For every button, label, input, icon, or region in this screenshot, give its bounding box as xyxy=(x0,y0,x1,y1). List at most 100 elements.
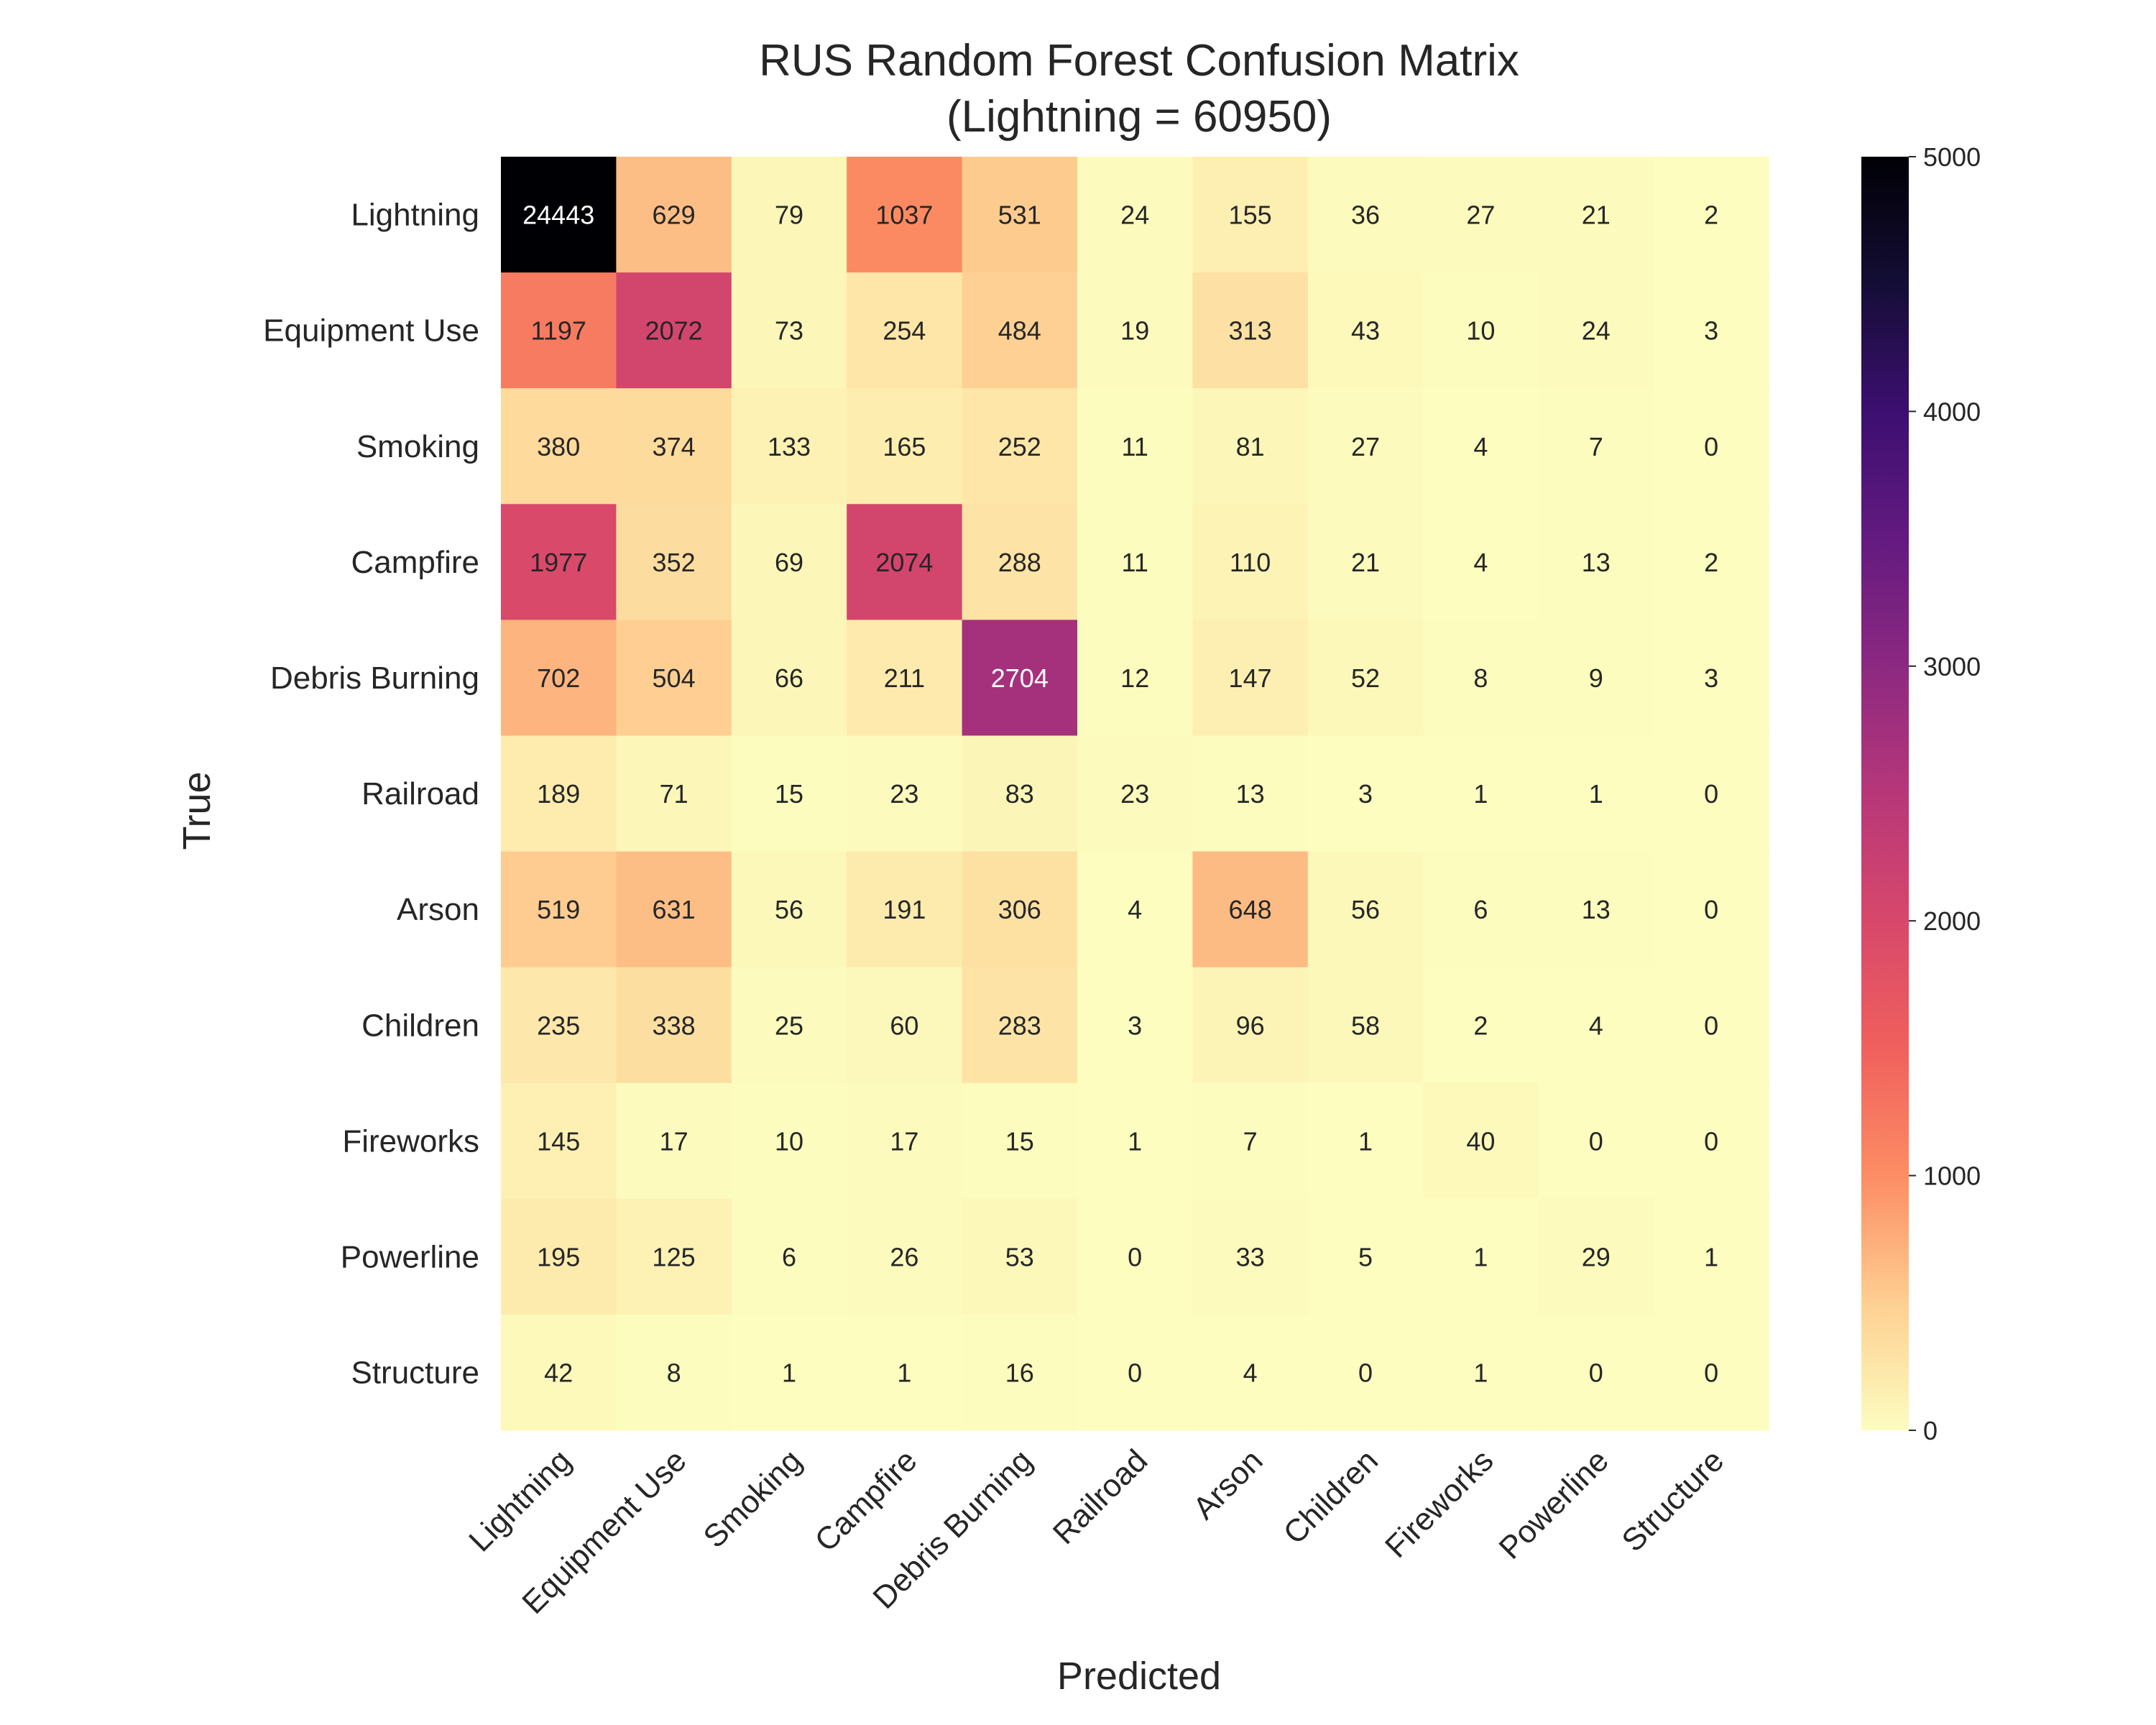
heatmap-cell xyxy=(847,1082,963,1200)
x-tick-label: Railroad xyxy=(1046,1443,1155,1552)
cell-value-label: 254 xyxy=(883,316,926,346)
cell-value-label: 338 xyxy=(653,1011,696,1040)
heatmap-cell xyxy=(847,967,963,1084)
heatmap-cell xyxy=(1307,1198,1424,1315)
cell-value-label: 648 xyxy=(1229,895,1272,924)
colorbar-tick-label: 1000 xyxy=(1923,1162,1981,1191)
cell-value-label: 53 xyxy=(1005,1242,1034,1271)
cell-value-label: 96 xyxy=(1236,1011,1265,1040)
cell-value-label: 19 xyxy=(1120,316,1149,346)
heatmap-cell xyxy=(501,388,617,505)
cell-value-label: 3 xyxy=(1358,779,1373,809)
cell-value-label: 24443 xyxy=(522,201,594,230)
cell-value-label: 15 xyxy=(775,779,803,809)
colorbar-tick-label: 4000 xyxy=(1923,397,1981,426)
cell-value-label: 0 xyxy=(1704,1126,1718,1156)
cell-value-label: 8 xyxy=(667,1358,681,1388)
cell-value-label: 10 xyxy=(775,1126,803,1156)
heatmap-cell xyxy=(1654,1198,1769,1315)
heatmap-cell xyxy=(962,735,1078,852)
heatmap-cell xyxy=(1192,735,1309,852)
heatmap-cell xyxy=(616,735,732,852)
cell-value-label: 2072 xyxy=(645,316,703,346)
heatmap-cell xyxy=(1307,1315,1424,1431)
x-tick-label: Powerline xyxy=(1493,1443,1616,1566)
cell-value-label: 42 xyxy=(544,1358,573,1388)
x-axis-label: Predicted xyxy=(1057,1655,1221,1698)
cell-value-label: 16 xyxy=(1005,1358,1034,1388)
colorbar-ticks: 0 1000 2000 3000 4000 5000 xyxy=(1909,142,1981,1445)
colorbar-tick-label: 3000 xyxy=(1923,652,1981,681)
cell-value-label: 306 xyxy=(998,895,1041,924)
cell-value-label: 2 xyxy=(1704,201,1718,230)
y-tick-label: Structure xyxy=(351,1356,479,1391)
heatmap-cell xyxy=(847,388,963,505)
cell-value-label: 3 xyxy=(1704,316,1718,346)
cell-value-label: 1 xyxy=(1589,779,1603,809)
heatmap-cell xyxy=(1307,388,1424,505)
x-tick-label: Arson xyxy=(1187,1443,1270,1527)
cell-value-label: 252 xyxy=(998,432,1041,461)
heatmap-cell xyxy=(731,1198,847,1315)
heatmap-cell xyxy=(1192,1198,1309,1315)
cell-value-label: 23 xyxy=(1120,779,1149,809)
cell-value-label: 374 xyxy=(653,432,696,461)
cell-value-label: 0 xyxy=(1704,895,1718,924)
y-tick-label: Arson xyxy=(397,892,479,927)
cell-value-label: 3 xyxy=(1128,1011,1142,1040)
heatmap-cell xyxy=(1307,272,1424,389)
heatmap-cell xyxy=(1538,388,1654,505)
heatmap-cell xyxy=(1077,157,1193,273)
cell-value-label: 6 xyxy=(1473,895,1488,924)
cell-value-label: 21 xyxy=(1351,548,1380,577)
heatmap-cell xyxy=(616,967,732,1084)
heatmap-cell xyxy=(1192,272,1309,389)
cell-value-label: 12 xyxy=(1120,663,1149,693)
heatmap-cell xyxy=(731,1315,847,1431)
heatmap-cell xyxy=(962,272,1078,389)
heatmap-cell xyxy=(847,851,963,968)
heatmap-cell xyxy=(616,851,732,968)
cell-value-label: 81 xyxy=(1236,432,1265,461)
heatmap-cell xyxy=(1654,851,1769,968)
heatmap-cell xyxy=(962,504,1078,620)
cell-value-label: 26 xyxy=(890,1242,918,1271)
heatmap-cell xyxy=(1077,851,1193,968)
y-tick-label: Debris Burning xyxy=(270,661,479,696)
heatmap-cell xyxy=(962,967,1078,1084)
y-tick-labels: Lightning Equipment Use Smoking Campfire Deb… xyxy=(263,198,479,1391)
heatmap-cell xyxy=(1192,620,1309,736)
cell-value-label: 195 xyxy=(537,1242,580,1271)
heatmap-cell xyxy=(1538,851,1654,968)
heatmap-cell xyxy=(1077,967,1193,1084)
cell-value-label: 23 xyxy=(890,779,918,809)
cell-value-label: 27 xyxy=(1351,432,1380,461)
cell-value-label: 313 xyxy=(1229,316,1272,346)
heatmap-cell xyxy=(1307,157,1424,273)
cell-value-label: 4 xyxy=(1473,432,1488,461)
cell-value-label: 1 xyxy=(1128,1126,1142,1156)
colorbar xyxy=(1861,157,1909,1430)
heatmap-cell xyxy=(616,157,732,273)
heatmap-cell xyxy=(1423,157,1539,273)
heatmap-cell xyxy=(1423,620,1539,736)
cell-value-label: 702 xyxy=(537,663,580,693)
cell-value-label: 71 xyxy=(660,779,688,809)
cell-value-label: 36 xyxy=(1351,201,1380,230)
x-tick-label: Structure xyxy=(1615,1443,1731,1559)
cell-value-label: 1 xyxy=(1473,1242,1488,1271)
cell-value-label: 58 xyxy=(1351,1011,1380,1040)
cell-value-label: 155 xyxy=(1229,201,1272,230)
heatmap-cell xyxy=(1654,735,1769,852)
heatmap-cell xyxy=(616,504,732,620)
heatmap-cell xyxy=(1423,388,1539,505)
cell-value-label: 1 xyxy=(1473,1358,1488,1388)
y-tick-label: Campfire xyxy=(351,545,480,580)
cell-value-label: 1 xyxy=(1473,779,1488,809)
heatmap-cell xyxy=(847,620,963,736)
colorbar-tick-label: 2000 xyxy=(1923,906,1981,936)
heatmap-cell xyxy=(1077,272,1193,389)
cell-value-label: 10 xyxy=(1466,316,1495,346)
cell-value-label: 2 xyxy=(1473,1011,1488,1040)
heatmap-cell xyxy=(1654,967,1769,1084)
